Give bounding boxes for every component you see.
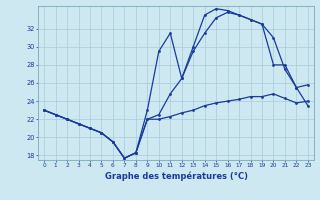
X-axis label: Graphe des températures (°C): Graphe des températures (°C) bbox=[105, 171, 247, 181]
